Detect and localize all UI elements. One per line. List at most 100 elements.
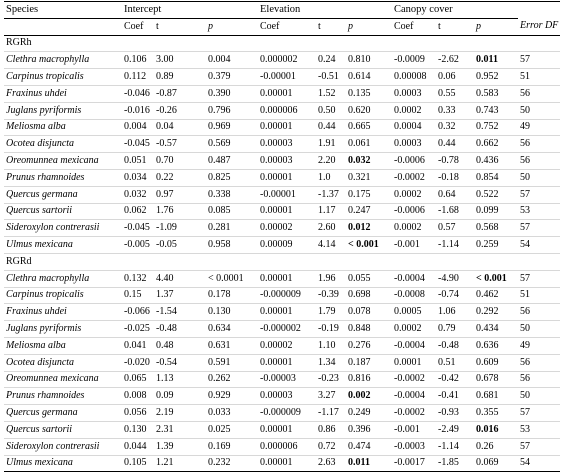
section-row: RGRh (4, 35, 561, 53)
value-cell: 0.012 (346, 219, 393, 238)
data-row: Juglans pyriformis -0.025 -0.48 0.634 -0.000… (4, 320, 561, 338)
species-name: Clethra macrophylla (4, 270, 122, 288)
value-cell: -1.68 (436, 203, 475, 221)
value-cell: 54 (518, 455, 561, 473)
value-cell: -4.90 (436, 270, 475, 288)
value-cell: 0.004 (122, 119, 154, 137)
value-cell: -1.54 (154, 303, 206, 322)
value-cell: -0.19 (316, 320, 347, 338)
value-cell: 0.55 (436, 85, 475, 103)
value-cell: 0.522 (474, 186, 519, 204)
value-cell: 0.0003 (392, 85, 437, 103)
value-cell: -0.045 (122, 219, 154, 238)
value-cell: 0.00001 (258, 119, 317, 137)
value-cell: 0.44 (316, 119, 347, 137)
value-cell: 0.0003 (392, 135, 437, 154)
group-header: Elevation (258, 1, 393, 19)
value-cell: 0.169 (206, 438, 259, 456)
value-cell: -0.41 (436, 387, 475, 406)
value-cell: 0.00003 (258, 135, 317, 154)
data-row: Carpinus tropicalis 0.112 0.89 0.379 -0.0000… (4, 68, 561, 86)
species-name: Quercus germana (4, 404, 122, 422)
value-cell: 57 (518, 404, 561, 422)
value-cell: -0.000002 (258, 320, 317, 338)
value-cell: 0.00001 (258, 421, 317, 439)
species-name: Quercus sartorii (4, 203, 122, 221)
value-cell: 57 (518, 51, 561, 70)
value-cell: 3.27 (316, 387, 347, 406)
value-cell: 0.0002 (392, 320, 437, 338)
value-cell: -0.0004 (392, 270, 437, 288)
value-cell: 0.056 (122, 404, 154, 422)
value-cell: -1.09 (154, 219, 206, 238)
value-cell: -0.0009 (392, 51, 437, 70)
value-cell: -0.016 (122, 102, 154, 120)
species-name: Ulmus mexicana (4, 236, 122, 254)
value-cell: 0.055 (346, 270, 393, 288)
value-cell: -0.26 (154, 102, 206, 120)
value-cell: 0.0002 (392, 219, 437, 238)
data-row: Quercus germana 0.032 0.97 0.338 -0.00001 -1.… (4, 186, 561, 204)
value-cell: 0.069 (474, 455, 519, 473)
value-cell: -0.045 (122, 135, 154, 154)
column-header: p (206, 18, 259, 36)
data-row: Quercus sartorii 0.062 1.76 0.085 0.00001 1.1… (4, 203, 561, 221)
value-cell: 0.681 (474, 387, 519, 406)
value-cell: -0.001 (392, 421, 437, 439)
value-cell: 49 (518, 337, 561, 355)
value-cell: 51 (518, 287, 561, 305)
value-cell: 0.135 (346, 85, 393, 103)
value-cell: 57 (518, 270, 561, 288)
data-row: Clethra macrophylla 0.132 4.40 < 0.0001 0.00… (4, 270, 561, 288)
value-cell: 0.51 (436, 354, 475, 372)
value-cell: 0.390 (206, 85, 259, 103)
value-cell: 0.620 (346, 102, 393, 120)
value-cell: 0.00001 (258, 455, 317, 473)
value-cell: 56 (518, 354, 561, 372)
value-cell: 57 (518, 186, 561, 204)
value-cell: 2.31 (154, 421, 206, 439)
column-header: t (436, 18, 475, 36)
group-header: Intercept (122, 1, 259, 19)
value-cell: 0.810 (346, 51, 393, 70)
value-cell: < 0.0001 (206, 270, 259, 288)
value-cell: 0.70 (154, 152, 206, 170)
value-cell: 0.15 (122, 287, 154, 305)
value-cell: 0.64 (436, 186, 475, 204)
value-cell: -0.0008 (392, 287, 437, 305)
value-cell: 56 (518, 135, 561, 154)
value-cell: -0.00003 (258, 371, 317, 389)
value-cell: 0.50 (316, 102, 347, 120)
value-cell: -0.78 (436, 152, 475, 170)
value-cell: 49 (518, 119, 561, 137)
value-cell: 0.848 (346, 320, 393, 338)
species-name: Meliosma alba (4, 337, 122, 355)
value-cell: 57 (518, 438, 561, 456)
value-cell: 0.178 (206, 287, 259, 305)
value-cell: 0.008 (122, 387, 154, 406)
data-row: Oreomunnea mexicana 0.065 1.13 0.262 -0.0000… (4, 371, 561, 389)
value-cell: 1.21 (154, 455, 206, 473)
value-cell: 0.89 (154, 68, 206, 86)
value-cell: 0.583 (474, 85, 519, 103)
value-cell: 0.568 (474, 219, 519, 238)
value-cell: -0.0004 (392, 387, 437, 406)
value-cell: 0.051 (122, 152, 154, 170)
value-cell: 1.96 (316, 270, 347, 288)
value-cell: 0.79 (436, 320, 475, 338)
value-cell: 1.13 (154, 371, 206, 389)
value-cell: 0.062 (122, 203, 154, 221)
header-group-row: Species Intercept Elevation Canopy cover (4, 1, 561, 19)
species-name: Meliosma alba (4, 119, 122, 137)
data-row: Meliosma alba 0.004 0.04 0.969 0.00001 0.44 0.… (4, 119, 561, 137)
value-cell: -0.48 (154, 320, 206, 338)
value-cell: 0.434 (474, 320, 519, 338)
value-cell: 0.130 (122, 421, 154, 439)
value-cell: < 0.001 (474, 270, 519, 288)
species-name: Fraxinus uhdei (4, 303, 122, 322)
value-cell: -0.00001 (258, 186, 317, 204)
value-cell: 0.000006 (258, 102, 317, 120)
value-cell: -0.39 (316, 287, 347, 305)
column-header: p (346, 18, 393, 36)
value-cell: -0.001 (392, 236, 437, 254)
